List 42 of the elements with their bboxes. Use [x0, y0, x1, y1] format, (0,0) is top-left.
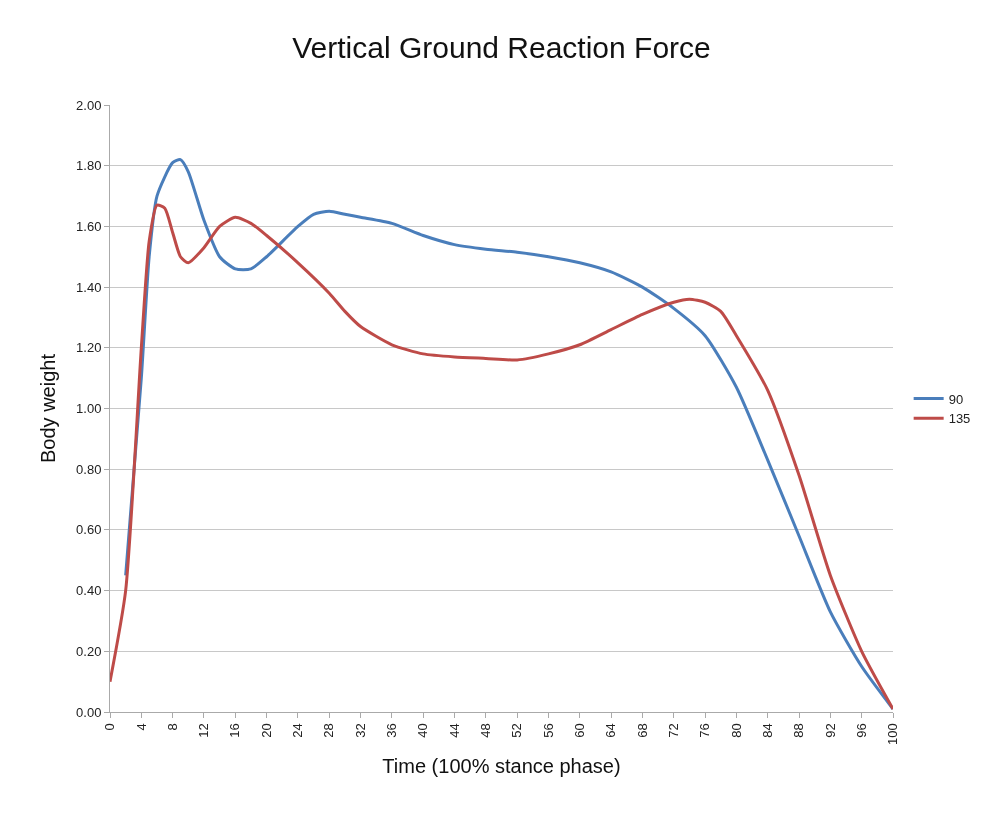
x-tick-label: 16 [227, 723, 243, 738]
x-tick-label: 100 [885, 723, 901, 745]
x-tick-label: 32 [352, 723, 368, 738]
x-tick-label: 48 [478, 723, 494, 738]
legend-label: 90 [948, 391, 964, 407]
x-tick-label: 20 [258, 723, 274, 738]
x-tick-label: 4 [133, 723, 149, 731]
x-tick-label: 52 [509, 723, 525, 738]
y-axis-title: Body weight [36, 353, 59, 463]
x-tick-label: 96 [853, 723, 869, 738]
y-tick-label: 0.80 [76, 461, 102, 477]
x-tick-label: 0 [102, 723, 118, 731]
x-tick-label: 28 [321, 723, 337, 738]
x-tick-label: 60 [572, 723, 588, 738]
chart-title: Vertical Ground Reaction Force [292, 31, 711, 65]
x-tick-label: 36 [384, 723, 400, 738]
x-tick-label: 76 [697, 723, 713, 738]
x-tick-label: 64 [603, 723, 619, 738]
x-tick-label: 68 [634, 723, 650, 738]
y-tick-label: 1.20 [76, 340, 102, 356]
x-tick-label: 88 [791, 723, 807, 738]
x-tick-label: 12 [196, 723, 212, 738]
x-tick-label: 92 [822, 723, 838, 738]
y-tick-label: 0.60 [76, 522, 102, 538]
x-tick-label: 84 [759, 723, 775, 738]
x-tick-label: 24 [290, 723, 306, 738]
x-axis-title: Time (100% stance phase) [382, 755, 621, 778]
x-tick-label: 8 [164, 723, 180, 731]
y-tick-label: 1.60 [76, 218, 102, 234]
y-tick-label: 1.00 [76, 401, 102, 417]
x-tick-label: 80 [728, 723, 744, 738]
x-tick-label: 40 [415, 723, 431, 738]
x-tick-label: 56 [540, 723, 556, 738]
y-tick-label: 2.00 [76, 97, 102, 113]
y-tick-label: 0.00 [76, 704, 102, 720]
y-tick-label: 1.80 [76, 158, 102, 174]
y-tick-label: 0.20 [76, 643, 102, 659]
legend-label: 135 [948, 411, 971, 427]
y-tick-label: 1.40 [76, 279, 102, 295]
y-tick-label: 0.40 [76, 583, 102, 599]
x-tick-label: 44 [446, 723, 462, 738]
x-tick-label: 72 [665, 723, 681, 738]
